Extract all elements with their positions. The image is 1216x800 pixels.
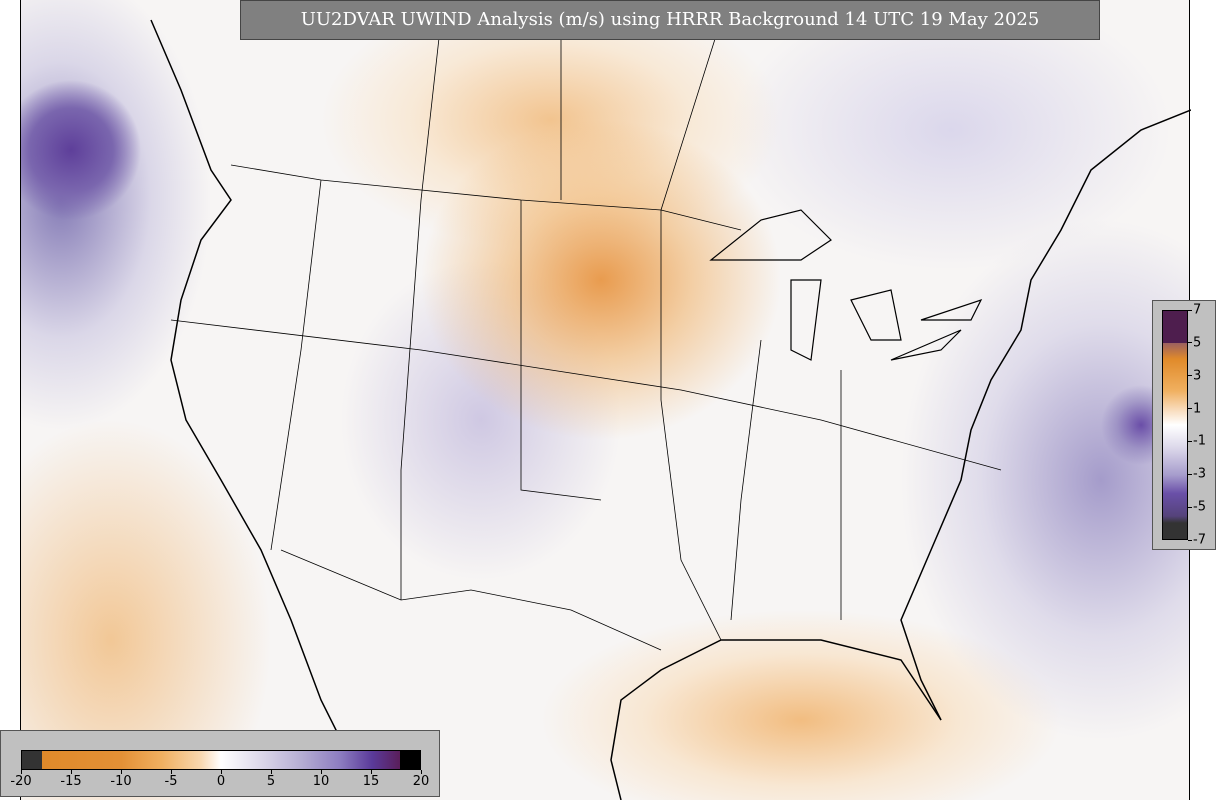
colorbar-tick-label: -15 [60,774,82,789]
colorbar-tick-label: -3 [1193,466,1206,482]
colorbar-tick-label: 3 [1193,368,1202,384]
colorbar-tick [1188,440,1192,442]
boundaries [150,19,1191,800]
colorbar-tick-label: 5 [266,774,276,789]
colorbar-tick [1188,506,1192,508]
colorbar-tick [20,770,22,774]
colorbar-tick-label: 7 [1193,302,1202,318]
colorbar-tick-label: 10 [312,774,330,789]
colorbar-tick [120,770,122,774]
great-lakes [709,209,983,361]
colorbar-tick [320,770,322,774]
coastline [150,19,362,781]
colorbar-bar [1162,310,1188,540]
colorbar-tick [1188,473,1192,475]
colorbar-tick-label: -7 [1193,532,1206,548]
colorbar-tick-label: 20 [412,774,430,789]
colorbar-tick [1188,342,1192,344]
colorbar-tick [420,770,422,774]
colorbar-tick [1188,408,1192,410]
colorbar-tick [1188,539,1192,541]
colorbar-tick-label: -5 [164,774,178,789]
colorbar-tick [220,770,222,774]
colorbar-right: 7 5 3 1 -1 -3 -5 -7 [1152,300,1216,550]
colorbar-tick [270,770,272,774]
colorbar-tick-label: -10 [110,774,132,789]
map-field [20,0,1191,800]
colorbar-tick [370,770,372,774]
colorbar-tick-label: -1 [1193,433,1206,449]
colorbar-tick-label: -20 [10,774,32,789]
colorbar-tick [1188,309,1192,311]
coastline [900,109,1191,721]
colorbar-bar [21,750,421,770]
map-title: UU2DVAR UWIND Analysis (m/s) using HRRR … [240,0,1100,40]
colorbar-bottom: -20 -15 -10 -5 0 5 10 15 20 [0,730,440,797]
colorbar-tick [1188,375,1192,377]
colorbar-tick-label: 15 [362,774,380,789]
colorbar-tick-label: -5 [1193,499,1206,515]
colorbar-tick [170,770,172,774]
colorbar-tick [70,770,72,774]
colorbar-tick-label: 5 [1193,335,1202,351]
border-lines [170,19,1002,651]
colorbar-tick-label: 0 [216,774,226,789]
coastline [610,639,942,800]
colorbar-tick-label: 1 [1193,401,1202,417]
